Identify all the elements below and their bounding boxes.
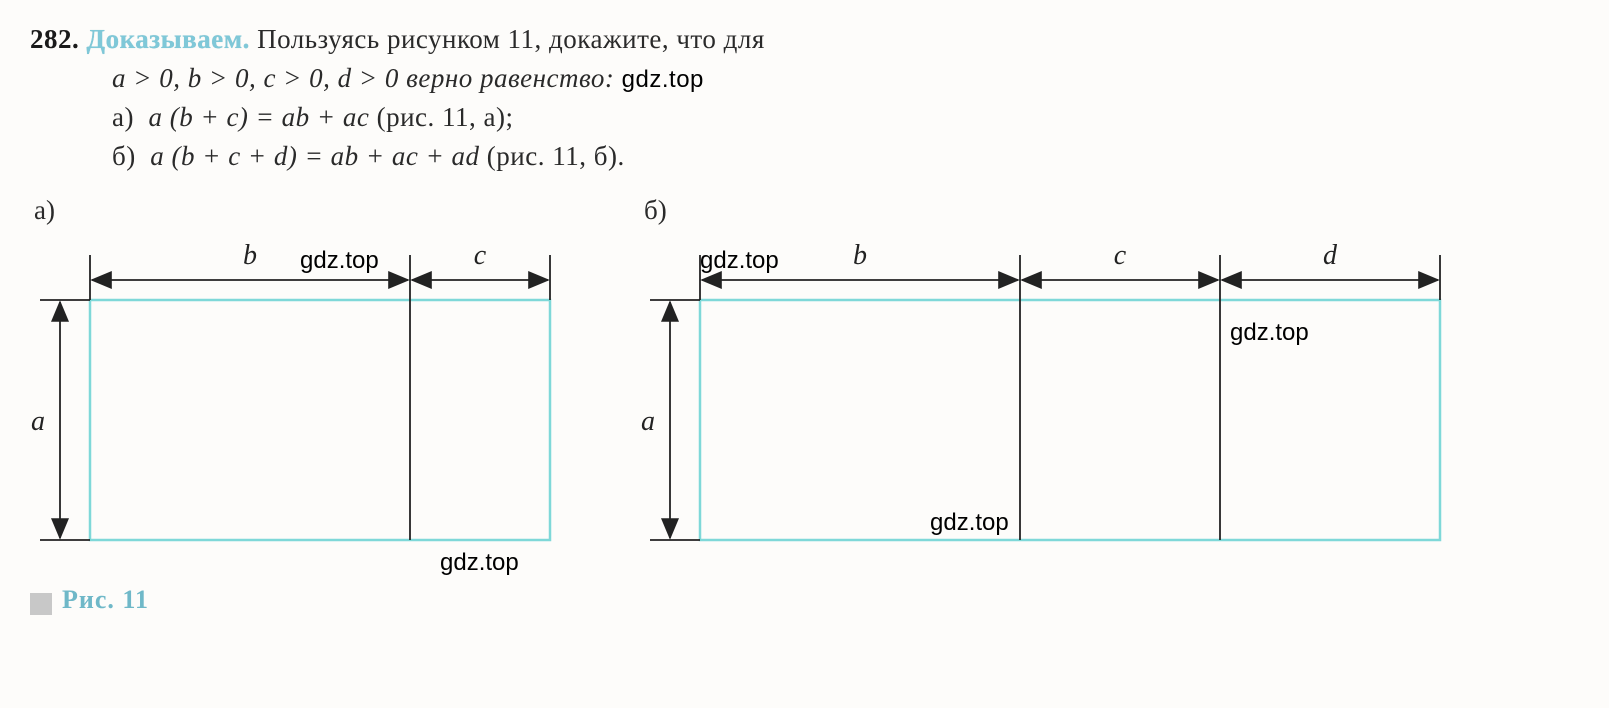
figure-a-label: а) [30,195,570,226]
figures-row: а) b c a gdz.top gdz.top Рис. 11 б) [30,195,1579,615]
problem-block: 282. Доказываем. Пользуясь рисунком 11, … [30,20,1579,177]
figure-caption-row: Рис. 11 [30,585,570,615]
svg-text:gdz.top: gdz.top [1230,319,1309,346]
item-a-eq: a (b + c) = ab + ac [148,102,369,132]
item-a-line: а) a (b + c) = ab + ac (рис. 11, а); [30,98,1579,137]
svg-text:b: b [243,240,257,271]
svg-text:a: a [31,406,45,437]
svg-text:c: c [474,240,487,271]
conditions: a > 0, b > 0, c > 0, d > 0 верно равенст… [112,63,614,93]
svg-text:d: d [1323,240,1338,271]
item-a-ref: (рис. 11, а); [377,102,514,132]
svg-text:gdz.top: gdz.top [300,247,379,274]
svg-text:gdz.top: gdz.top [930,509,1009,536]
watermark-text: gdz.top [622,66,704,93]
item-b-eq: a (b + c + d) = ab + ac + ad [150,141,479,171]
problem-number: 282. [30,24,79,54]
figure-b-label: б) [640,195,1460,226]
svg-text:gdz.top: gdz.top [700,247,779,274]
item-a-label: а) [112,102,134,132]
svg-text:a: a [641,406,655,437]
caption-gray-box [30,593,52,615]
item-b-label: б) [112,141,136,171]
svg-text:b: b [853,240,867,271]
figure-b-column: б) b c d a gdz.top gdz.top gdz.top [640,195,1460,615]
svg-text:gdz.top: gdz.top [440,549,519,576]
problem-line-2: a > 0, b > 0, c > 0, d > 0 верно равенст… [30,59,1579,98]
figure-a-svg: b c a gdz.top gdz.top [30,230,570,580]
svg-text:c: c [1114,240,1127,271]
problem-text-1: Пользуясь рисунком 11, докажите, что для [257,24,765,54]
figure-b-svg: b c d a gdz.top gdz.top gdz.top [640,230,1460,580]
item-b-ref: (рис. 11, б). [487,141,625,171]
item-b-line: б) a (b + c + d) = ab + ac + ad (рис. 11… [30,137,1579,176]
problem-line-1: 282. Доказываем. Пользуясь рисунком 11, … [30,20,1579,59]
prove-label: Доказываем. [87,24,250,54]
figure-a-column: а) b c a gdz.top gdz.top Рис. 11 [30,195,570,615]
figure-caption: Рис. 11 [62,585,149,614]
